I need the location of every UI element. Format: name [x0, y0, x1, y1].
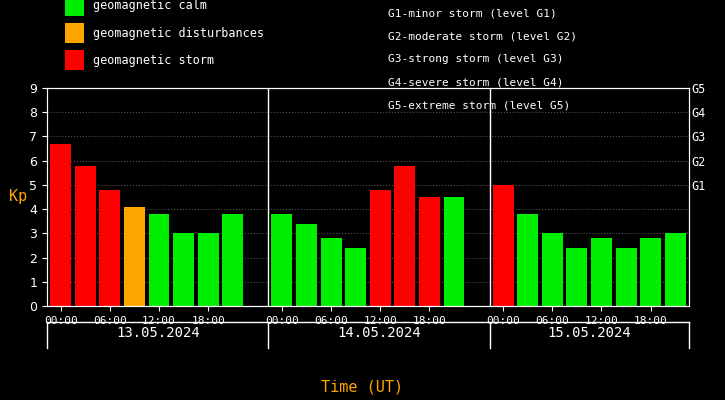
Bar [640, 238, 661, 306]
Text: 13.05.2024: 13.05.2024 [116, 326, 199, 340]
Bar [419, 197, 440, 306]
Text: G2-moderate storm (level G2): G2-moderate storm (level G2) [388, 31, 577, 41]
Bar [320, 238, 341, 306]
Bar [99, 190, 120, 306]
Bar [345, 248, 366, 306]
Bar [591, 238, 612, 306]
Bar [542, 233, 563, 306]
Bar [616, 248, 637, 306]
Text: geomagnetic storm: geomagnetic storm [93, 54, 214, 67]
Bar [198, 233, 219, 306]
Bar [370, 190, 391, 306]
Text: G1-minor storm (level G1): G1-minor storm (level G1) [388, 8, 557, 18]
Bar [665, 233, 686, 306]
Bar [124, 207, 145, 306]
Bar [271, 214, 292, 306]
Bar [173, 233, 194, 306]
Bar [50, 144, 71, 306]
Text: G4-severe storm (level G4): G4-severe storm (level G4) [388, 78, 563, 88]
Bar [444, 197, 465, 306]
Bar [223, 214, 243, 306]
Text: geomagnetic calm: geomagnetic calm [93, 0, 207, 12]
Text: geomagnetic disturbances: geomagnetic disturbances [93, 27, 264, 40]
Bar [517, 214, 538, 306]
Bar [493, 185, 513, 306]
Text: 14.05.2024: 14.05.2024 [337, 326, 421, 340]
Bar [394, 166, 415, 306]
Text: G5-extreme storm (level G5): G5-extreme storm (level G5) [388, 101, 570, 111]
Text: G3-strong storm (level G3): G3-strong storm (level G3) [388, 54, 563, 64]
Bar [296, 224, 317, 306]
Text: Time (UT): Time (UT) [321, 379, 404, 394]
Bar [149, 214, 170, 306]
Bar [566, 248, 587, 306]
Y-axis label: Kp: Kp [9, 190, 28, 204]
Bar [75, 166, 96, 306]
Text: 15.05.2024: 15.05.2024 [547, 326, 631, 340]
